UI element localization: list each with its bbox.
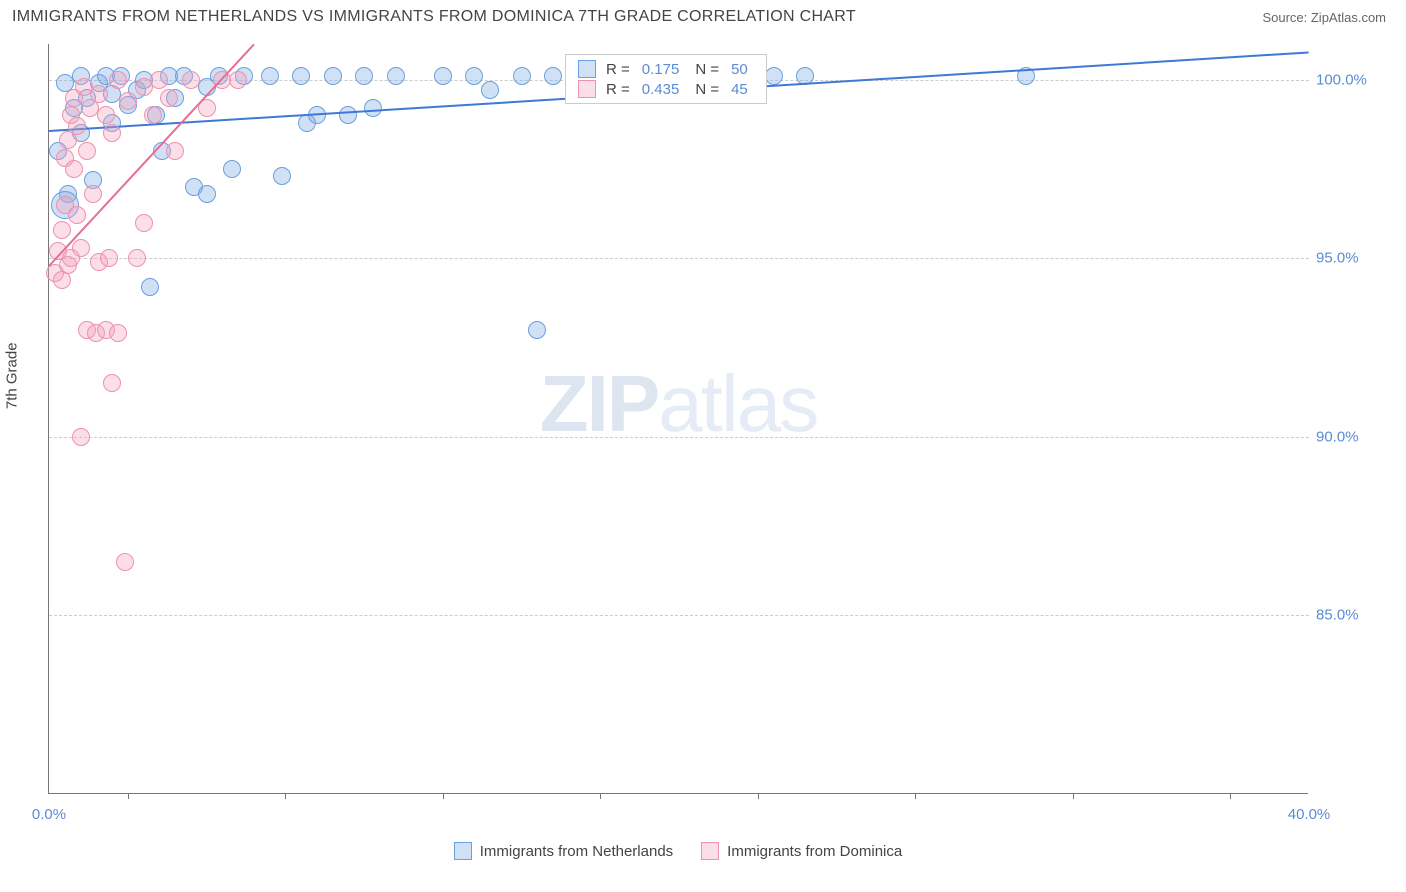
title-bar: IMMIGRANTS FROM NETHERLANDS VS IMMIGRANT… — [0, 0, 1406, 30]
x-tick-mark — [285, 793, 286, 799]
swatch-dominica — [701, 842, 719, 860]
data-point-dominica — [150, 71, 168, 89]
data-point-dominica — [78, 142, 96, 160]
y-tick-label: 100.0% — [1316, 71, 1380, 88]
data-point-dominica — [166, 142, 184, 160]
plot-wrapper: 7th Grade ZIPatlas 85.0%90.0%95.0%100.0%… — [48, 44, 1388, 824]
gridline — [49, 437, 1309, 438]
data-point-dominica — [65, 160, 83, 178]
swatch-stat-dominica — [578, 80, 596, 98]
data-point-dominica — [100, 249, 118, 267]
legend-bottom: Immigrants from Netherlands Immigrants f… — [48, 842, 1308, 860]
data-point-netherlands — [364, 99, 382, 117]
watermark: ZIPatlas — [540, 358, 817, 450]
data-point-netherlands — [765, 67, 783, 85]
source-attribution: Source: ZipAtlas.com — [1262, 10, 1386, 25]
stat-n-value-netherlands: 50 — [731, 61, 748, 78]
x-tick-mark — [1073, 793, 1074, 799]
data-point-netherlands — [261, 67, 279, 85]
data-point-dominica — [68, 206, 86, 224]
data-point-dominica — [182, 71, 200, 89]
data-point-netherlands — [339, 106, 357, 124]
chart-title: IMMIGRANTS FROM NETHERLANDS VS IMMIGRANT… — [12, 8, 856, 26]
y-axis-label: 7th Grade — [4, 342, 21, 409]
data-point-dominica — [109, 324, 127, 342]
data-point-netherlands — [387, 67, 405, 85]
swatch-netherlands — [454, 842, 472, 860]
data-point-dominica — [119, 92, 137, 110]
swatch-stat-netherlands — [578, 60, 596, 78]
data-point-dominica — [229, 71, 247, 89]
x-tick-mark — [915, 793, 916, 799]
stat-n-label: N = — [695, 81, 719, 98]
data-point-dominica — [72, 239, 90, 257]
data-point-dominica — [68, 117, 86, 135]
gridline — [49, 615, 1309, 616]
x-tick-mark — [758, 793, 759, 799]
legend-item-dominica: Immigrants from Dominica — [701, 842, 902, 860]
data-point-dominica — [116, 553, 134, 571]
data-point-dominica — [135, 214, 153, 232]
y-tick-label: 90.0% — [1316, 428, 1380, 445]
stat-r-label: R = — [606, 81, 630, 98]
data-point-dominica — [128, 249, 146, 267]
data-point-netherlands — [198, 185, 216, 203]
stat-r-label: R = — [606, 61, 630, 78]
data-point-netherlands — [528, 321, 546, 339]
stat-row-dominica: R = 0.435 N = 45 — [566, 79, 766, 99]
stat-n-value-dominica: 45 — [731, 81, 748, 98]
data-point-netherlands — [544, 67, 562, 85]
data-point-dominica — [103, 374, 121, 392]
x-tick-mark — [128, 793, 129, 799]
data-point-dominica — [109, 71, 127, 89]
data-point-dominica — [160, 89, 178, 107]
legend-label-dominica: Immigrants from Dominica — [727, 843, 902, 860]
x-tick-label: 40.0% — [1288, 806, 1331, 823]
gridline — [49, 258, 1309, 259]
data-point-netherlands — [292, 67, 310, 85]
legend-item-netherlands: Immigrants from Netherlands — [454, 842, 673, 860]
y-tick-label: 95.0% — [1316, 250, 1380, 267]
data-point-netherlands — [513, 67, 531, 85]
data-point-netherlands — [355, 67, 373, 85]
x-tick-mark — [443, 793, 444, 799]
plot-area: ZIPatlas 85.0%90.0%95.0%100.0%0.0%40.0%R… — [48, 44, 1308, 794]
correlation-stat-box: R = 0.175 N = 50 R = 0.435 N = 45 — [565, 54, 767, 104]
data-point-dominica — [97, 106, 115, 124]
data-point-dominica — [144, 106, 162, 124]
data-point-netherlands — [273, 167, 291, 185]
data-point-netherlands — [465, 67, 483, 85]
data-point-netherlands — [481, 81, 499, 99]
legend-label-netherlands: Immigrants from Netherlands — [480, 843, 673, 860]
y-tick-label: 85.0% — [1316, 607, 1380, 624]
data-point-dominica — [72, 428, 90, 446]
stat-n-label: N = — [695, 61, 719, 78]
data-point-netherlands — [324, 67, 342, 85]
data-point-dominica — [103, 124, 121, 142]
data-point-dominica — [84, 185, 102, 203]
x-tick-label: 0.0% — [32, 806, 66, 823]
data-point-netherlands — [223, 160, 241, 178]
data-point-netherlands — [434, 67, 452, 85]
x-tick-mark — [1230, 793, 1231, 799]
data-point-netherlands — [141, 278, 159, 296]
data-point-dominica — [53, 221, 71, 239]
x-tick-mark — [600, 793, 601, 799]
stat-r-value-dominica: 0.435 — [642, 81, 680, 98]
stat-row-netherlands: R = 0.175 N = 50 — [566, 59, 766, 79]
data-point-dominica — [90, 85, 108, 103]
stat-r-value-netherlands: 0.175 — [642, 61, 680, 78]
